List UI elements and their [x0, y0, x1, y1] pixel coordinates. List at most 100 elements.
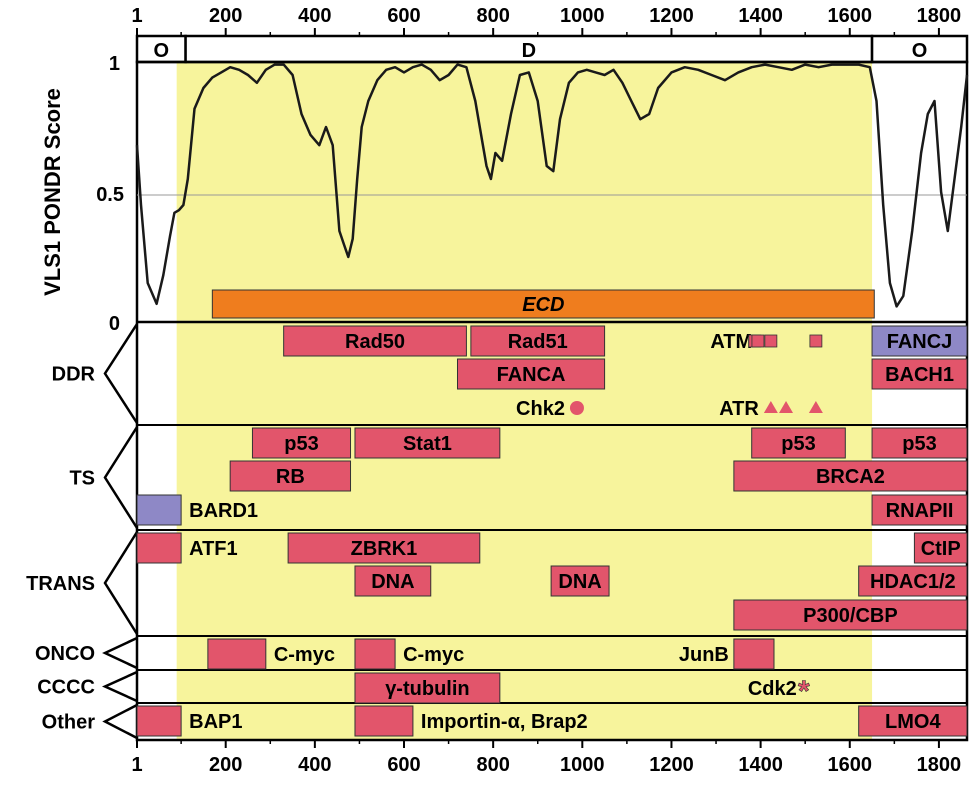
site-label: Chk2	[516, 398, 565, 420]
interactor-box	[470, 325, 606, 357]
interactor-box	[251, 427, 352, 459]
x-axis-ticks-top: 1 200 400 600 800 1000 1200 1400 1600 1800	[131, 5, 961, 36]
x-tick-label-top: 1800	[917, 5, 962, 27]
interactor-label: FANCA	[497, 364, 566, 386]
interactor-label: RNAPII	[886, 500, 954, 522]
interactor-label: C-myc	[403, 644, 464, 666]
interactor-box	[550, 565, 610, 597]
x-tick-label-bottom: 1600	[828, 754, 873, 776]
interactor-label: DNA	[371, 571, 414, 593]
interactor-box	[354, 672, 501, 704]
interactor-label: Stat1	[403, 433, 452, 455]
interactor-box	[136, 494, 182, 526]
site-square-marker	[751, 334, 765, 348]
order-bar-segment	[870, 34, 969, 64]
interactor-label: BARD1	[189, 500, 258, 522]
interactor-box	[136, 705, 182, 737]
interactor-label: FANCJ	[887, 331, 953, 353]
interactor-box	[871, 358, 968, 390]
x-tick-label-top: 400	[298, 5, 331, 27]
y-tick-label: 0	[109, 313, 120, 335]
interactor-label: P300/CBP	[803, 605, 898, 627]
site-triangle-marker	[808, 401, 823, 413]
category-label: TRANS	[26, 573, 95, 595]
interactor-box	[283, 325, 467, 357]
interactor-boxes: Rad50 Rad51 FANCJ FANCA BACH1 p53 Stat1 p53 p53 R…	[136, 325, 968, 737]
interactor-box	[354, 705, 414, 737]
interactor-label: p53	[902, 433, 936, 455]
x-tick-label-bottom: 1200	[649, 754, 694, 776]
x-tick-label-top: 1000	[560, 5, 605, 27]
interactor-label: HDAC1/2	[870, 571, 956, 593]
ecd-bar: ECD	[211, 289, 875, 319]
interactor-label: ZBRK1	[351, 538, 418, 560]
interactor-box	[207, 638, 267, 670]
pondr-score-curve	[135, 63, 969, 308]
order-bar-segment	[135, 34, 187, 64]
x-tick-label-bottom: 1	[131, 754, 142, 776]
interactor-label: Rad51	[508, 331, 568, 353]
interactor-box	[287, 532, 481, 564]
category-bracket	[102, 703, 138, 740]
interactor-label: LMO4	[885, 711, 941, 733]
interactor-box	[858, 705, 968, 737]
x-tick-label-bottom: 800	[476, 754, 509, 776]
y-tick-label: 0.5	[96, 184, 124, 206]
interactor-box	[229, 460, 352, 492]
interactor-label: JunB	[679, 644, 729, 666]
interactor-label: Importin-α, Brap2	[421, 711, 588, 733]
interactor-box	[733, 638, 775, 670]
x-tick-label-bottom: 200	[209, 754, 242, 776]
category-bracket	[103, 426, 139, 529]
interactor-box	[354, 565, 432, 597]
interactor-box	[354, 638, 396, 670]
interactor-box	[733, 599, 968, 631]
x-tick-label-bottom: 1400	[738, 754, 783, 776]
interactor-label: γ-tubulin	[385, 678, 469, 700]
plot-frame	[135, 60, 969, 742]
interactor-label: BACH1	[885, 364, 954, 386]
site-label: ATM	[710, 331, 752, 353]
category-label: DDR	[52, 364, 96, 386]
ecd-rect	[211, 289, 875, 319]
site-label: Cdk2	[748, 678, 797, 700]
category-bracket	[101, 670, 138, 703]
phosphorylation-sites: ATM Chk2 ATR Cdk2 *	[516, 331, 823, 708]
interactor-label: p53	[284, 433, 318, 455]
x-tick-label-top: 1	[131, 5, 142, 27]
category-label: ONCO	[35, 643, 95, 665]
interactor-box	[136, 532, 182, 564]
interactor-label: DNA	[558, 571, 601, 593]
x-tick-label-bottom: 1000	[560, 754, 605, 776]
interactor-label: BAP1	[189, 711, 242, 733]
x-tick-label-top: 1200	[649, 5, 694, 27]
category-label: CCCC	[37, 677, 95, 699]
category-label: TS	[69, 468, 95, 490]
site-label: ATR	[719, 398, 759, 420]
category-rows: DDR TS TRANS ONCO CCCC Other	[26, 320, 967, 740]
category-label: Other	[42, 712, 96, 734]
interactor-label: C-myc	[274, 644, 335, 666]
interactor-label: Rad50	[345, 331, 405, 353]
interactor-box	[858, 565, 968, 597]
interactor-box	[871, 427, 968, 459]
interactor-label: CtIP	[921, 538, 961, 560]
x-tick-label-top: 1400	[738, 5, 783, 27]
interactor-box	[871, 325, 968, 357]
category-bracket	[103, 323, 139, 424]
x-tick-label-bottom: 1800	[917, 754, 962, 776]
category-bracket	[102, 636, 138, 670]
ecd-label: ECD	[522, 294, 564, 316]
order-bar-label: O	[154, 40, 170, 62]
site-asterisk-marker: *	[798, 675, 810, 708]
site-square-marker	[764, 334, 778, 348]
interactor-box	[751, 427, 846, 459]
interactor-box	[456, 358, 606, 390]
site-circle-marker	[569, 401, 584, 415]
y-axis-label: VLS1 PONDR Score	[40, 88, 65, 296]
x-tick-label-top: 800	[476, 5, 509, 27]
x-axis-ticks-bottom: 1 200 400 600 800 1000 1200 1400 1600 1800	[131, 740, 961, 776]
